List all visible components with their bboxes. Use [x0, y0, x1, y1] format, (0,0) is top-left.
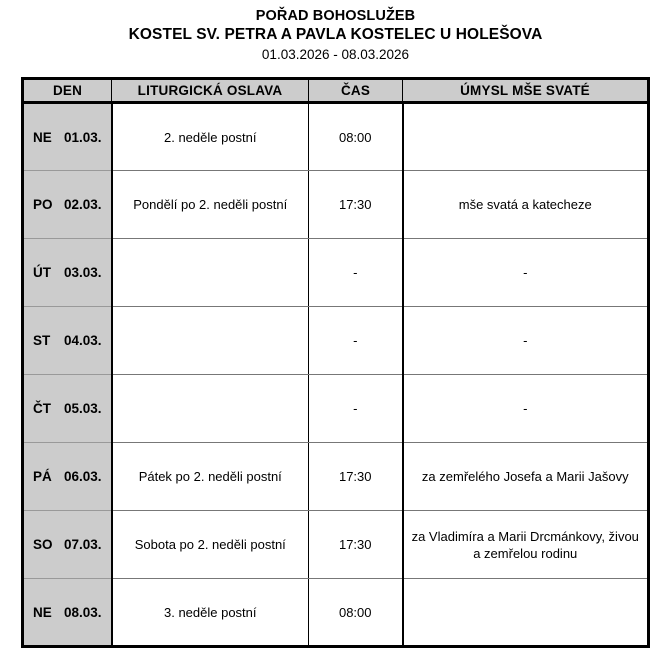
cell-time: 17:30	[308, 510, 404, 579]
day-date: 08.03.	[64, 604, 102, 620]
cell-intention	[402, 578, 649, 647]
day-of-week: PÁ	[33, 469, 52, 484]
column-header-umysl-mse-svate: ÚMYSL MŠE SVATÉ	[402, 78, 649, 104]
cell-day: ČT 05.03.	[22, 374, 113, 443]
cell-liturgy: 2. neděle postní	[111, 102, 309, 171]
table-row: NE 01.03. 2. neděle postní 08:00	[22, 102, 649, 171]
cell-intention	[402, 102, 649, 171]
day-date: 05.03.	[64, 401, 102, 416]
day-of-week: ST	[33, 333, 51, 348]
page-subtitle-parish: KOSTEL SV. PETRA A PAVLA KOSTELEC U HOLE…	[128, 26, 543, 43]
cell-time: 08:00	[308, 578, 404, 647]
table-row: NE 08.03. 3. neděle postní 08:00	[22, 578, 649, 647]
cell-day: PÁ 06.03.	[22, 442, 113, 511]
cell-intention: -	[402, 306, 649, 375]
cell-time: -	[308, 238, 404, 307]
day-of-week: SO	[33, 537, 53, 552]
day-date: 03.03.	[64, 265, 102, 280]
day-date: 06.03.	[64, 469, 102, 484]
day-of-week: NE	[33, 604, 52, 620]
table-row: PÁ 06.03. Pátek po 2. neděli postní 17:30 za…	[22, 442, 649, 511]
cell-liturgy: Sobota po 2. neděli postní	[111, 510, 309, 579]
cell-time: -	[308, 306, 404, 375]
day-of-week: NE	[33, 129, 52, 145]
cell-day: ST 04.03.	[22, 306, 113, 375]
column-header-den: DEN	[22, 78, 112, 104]
cell-intention: za Vladimíra a Marii Drcmánkovy, živou a…	[402, 510, 649, 579]
cell-liturgy	[111, 374, 309, 443]
date-range: 01.03.2026 - 08.03.2026	[261, 47, 410, 62]
cell-day: ÚT 03.03.	[22, 238, 113, 307]
cell-time: 08:00	[308, 102, 404, 171]
cell-day: NE 08.03.	[22, 578, 113, 647]
cell-intention: mše svatá a katecheze	[402, 170, 649, 239]
table-row: ST 04.03. - -	[22, 306, 649, 375]
cell-intention: -	[402, 374, 649, 443]
day-date: 01.03.	[64, 129, 102, 145]
cell-time: 17:30	[308, 442, 404, 511]
day-date: 02.03.	[64, 197, 102, 212]
page-title: POŘAD BOHOSLUŽEB	[255, 8, 416, 24]
column-header-liturgicka-oslava: LITURGICKÁ OSLAVA	[111, 78, 309, 104]
cell-time: -	[308, 374, 404, 443]
day-of-week: ÚT	[33, 265, 51, 280]
table-row: ÚT 03.03. - -	[22, 238, 649, 307]
table-header-row: DEN LITURGICKÁ OSLAVA ČAS ÚMYSL MŠE SVAT…	[22, 78, 649, 104]
document-header: POŘAD BOHOSLUŽEB KOSTEL SV. PETRA A PAVL…	[0, 0, 671, 64]
cell-intention: za zemřelého Josefa a Marii Jašovy	[402, 442, 649, 511]
cell-time: 17:30	[308, 170, 404, 239]
day-date: 04.03.	[64, 333, 102, 348]
table-header: DEN LITURGICKÁ OSLAVA ČAS ÚMYSL MŠE SVAT…	[22, 78, 649, 104]
cell-liturgy: Pátek po 2. neděli postní	[111, 442, 309, 511]
table-body: NE 01.03. 2. neděle postní 08:00 PO 02.03. Pon…	[22, 102, 649, 647]
table-row: SO 07.03. Sobota po 2. neděli postní 17:30 z…	[22, 510, 649, 579]
day-of-week: ČT	[33, 401, 51, 416]
cell-liturgy	[111, 238, 309, 307]
day-of-week: PO	[33, 197, 53, 212]
day-date: 07.03.	[64, 537, 102, 552]
cell-liturgy: 3. neděle postní	[111, 578, 309, 647]
column-header-cas: ČAS	[308, 78, 403, 104]
table-row: ČT 05.03. - -	[22, 374, 649, 443]
cell-day: SO 07.03.	[22, 510, 113, 579]
cell-liturgy	[111, 306, 309, 375]
schedule-table: DEN LITURGICKÁ OSLAVA ČAS ÚMYSL MŠE SVAT…	[21, 77, 650, 648]
cell-day: NE 01.03.	[22, 102, 113, 171]
schedule-table-container: DEN LITURGICKÁ OSLAVA ČAS ÚMYSL MŠE SVAT…	[21, 77, 650, 648]
cell-intention: -	[402, 238, 649, 307]
cell-liturgy: Pondělí po 2. neděli postní	[111, 170, 309, 239]
table-row: PO 02.03. Pondělí po 2. neděli postní 17:30…	[22, 170, 649, 239]
cell-day: PO 02.03.	[22, 170, 113, 239]
